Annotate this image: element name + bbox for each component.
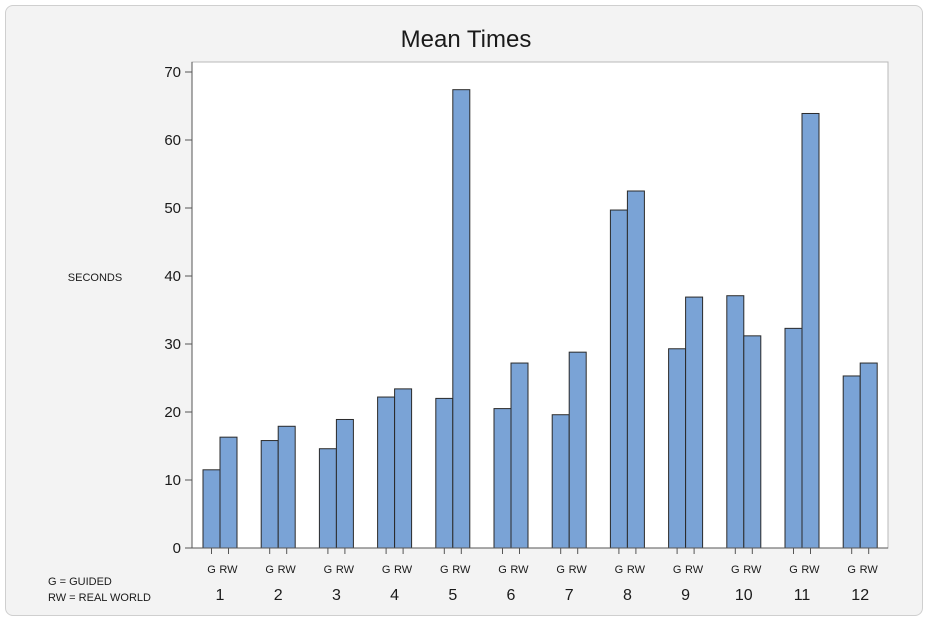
bar-10-rw — [743, 335, 762, 549]
x-bar-label: G — [498, 564, 507, 576]
x-category-label: 10 — [735, 587, 753, 604]
bar-6-rw — [510, 362, 529, 549]
x-bar-label: G — [731, 564, 740, 576]
x-bar-label: RW — [394, 564, 413, 576]
x-bar-label: G — [615, 564, 624, 576]
chart-title: Mean Times — [401, 26, 532, 53]
bar-9-g — [668, 348, 687, 549]
y-tick-label: 40 — [164, 268, 181, 285]
bar-12-g — [842, 375, 861, 549]
x-bar-label: G — [789, 564, 798, 576]
x-bar-label: RW — [219, 564, 238, 576]
bar-5-g — [435, 397, 454, 549]
x-bar-label: G — [382, 564, 391, 576]
x-bar-label: G — [673, 564, 682, 576]
x-bar-label: RW — [569, 564, 588, 576]
x-category-label: 1 — [216, 587, 225, 604]
bar-9-rw — [685, 296, 704, 549]
bar-3-g — [318, 448, 337, 549]
bar-4-g — [377, 396, 396, 549]
y-tick-label: 30 — [164, 336, 181, 353]
y-tick-label: 20 — [164, 404, 181, 421]
x-bar-label: RW — [452, 564, 471, 576]
bar-11-rw — [801, 112, 820, 549]
bar-10-g — [726, 295, 745, 549]
x-bar-label: RW — [743, 564, 762, 576]
x-bar-label: G — [440, 564, 449, 576]
y-tick-label: 70 — [164, 64, 181, 81]
legend-note-real-world: RW = REAL WORLD — [48, 592, 151, 604]
y-tick-label: 0 — [173, 540, 181, 557]
x-category-label: 8 — [623, 587, 632, 604]
x-bar-label: RW — [685, 564, 704, 576]
x-category-label: 4 — [390, 587, 399, 604]
x-category-label: 9 — [681, 587, 690, 604]
bar-11-g — [784, 327, 803, 549]
x-category-label: 6 — [507, 587, 516, 604]
x-bar-label: RW — [860, 564, 879, 576]
y-axis-label: SECONDS — [68, 272, 122, 284]
y-tick-label: 50 — [164, 200, 181, 217]
bar-12-rw — [859, 362, 878, 549]
x-category-label: 2 — [274, 587, 283, 604]
bar-1-rw — [219, 436, 238, 549]
bar-5-rw — [452, 89, 471, 549]
x-bar-label: RW — [627, 564, 646, 576]
y-tick-label: 10 — [164, 472, 181, 489]
y-tick-label: 60 — [164, 132, 181, 149]
x-bar-label: G — [847, 564, 856, 576]
x-bar-label: RW — [801, 564, 820, 576]
y-axis: 0 10 20 30 40 50 60 70 — [164, 62, 193, 557]
x-bar-label: RW — [278, 564, 297, 576]
legend-note-guided: G = GUIDED — [48, 576, 112, 588]
x-bar-label: G — [265, 564, 274, 576]
x-category-label: 12 — [851, 587, 869, 604]
bar-8-g — [609, 209, 628, 549]
x-category-label: 3 — [332, 587, 341, 604]
bar-2-g — [260, 440, 279, 549]
x-bar-label: RW — [510, 564, 529, 576]
bar-7-g — [551, 414, 570, 549]
bar-2-rw — [277, 425, 296, 549]
bar-6-g — [493, 408, 512, 549]
x-bar-label: G — [324, 564, 333, 576]
bar-8-rw — [626, 190, 645, 549]
bar-4-rw — [394, 388, 413, 549]
x-category-label: 11 — [794, 587, 811, 604]
plot-area — [191, 61, 889, 549]
x-bar-label: G — [556, 564, 565, 576]
bar-7-rw — [568, 351, 587, 549]
bar-3-rw — [335, 418, 354, 549]
x-bar-label: RW — [336, 564, 355, 576]
bars-group — [202, 89, 878, 549]
x-category-label: 7 — [565, 587, 574, 604]
bar-1-g — [202, 469, 221, 549]
x-category-label: 5 — [448, 587, 457, 604]
x-bar-label: G — [207, 564, 216, 576]
